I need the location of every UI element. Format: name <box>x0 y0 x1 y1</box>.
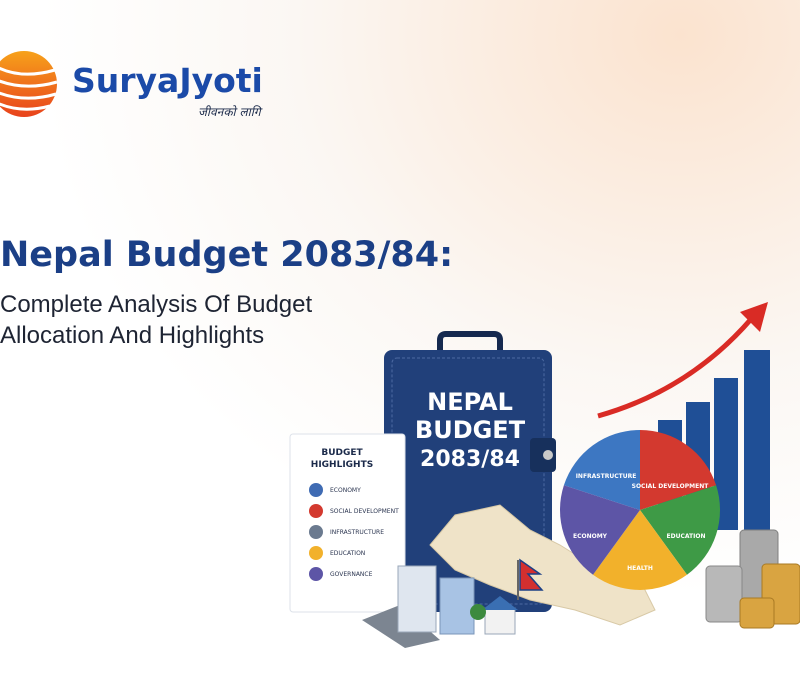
shape <box>519 558 544 591</box>
card-item: ECONOMY <box>330 487 361 494</box>
pie-label: EDUCATION <box>667 533 706 540</box>
shape <box>484 607 516 635</box>
title: Nepal Budget 2083/84: <box>0 235 453 275</box>
shape <box>744 350 770 530</box>
shape <box>563 430 640 510</box>
subtitle-line: Allocation And Highlights <box>0 322 264 349</box>
pie-label: SOCIAL DEVELOPMENT <box>632 483 710 490</box>
pie: INFRASTRUCTURE SOCIAL DEVELOPMENT EDUCAT… <box>560 430 720 590</box>
shape <box>309 546 323 560</box>
arrow-head <box>740 302 768 332</box>
pie-label: HEALTH <box>627 565 653 572</box>
growth-arrow <box>597 316 754 419</box>
shape <box>309 483 323 497</box>
card-item: SOCIAL DEVELOPMENT <box>330 508 399 515</box>
map <box>429 504 656 626</box>
shape <box>560 485 640 575</box>
pie-label: INFRASTRUCTURE <box>576 473 637 480</box>
shape <box>0 91 57 100</box>
shape <box>437 331 503 352</box>
logo-tagline: जीवनको लागि <box>198 105 263 119</box>
coins <box>705 529 800 629</box>
shape <box>470 604 486 620</box>
shape <box>309 567 323 581</box>
shape <box>0 102 51 111</box>
shape <box>739 597 775 629</box>
shape <box>439 577 475 635</box>
shape <box>309 504 323 518</box>
logo-stripes <box>0 66 58 111</box>
card-item: INFRASTRUCTURE <box>330 529 384 536</box>
buildings <box>397 565 518 635</box>
logo: SuryaJyoti जीवनको लागि <box>0 51 263 119</box>
shape <box>0 79 58 88</box>
shape <box>705 565 743 623</box>
logo-sun <box>0 51 57 117</box>
folder-text: NEPAL <box>427 388 513 416</box>
shape <box>640 485 720 575</box>
card-title: BUDGET <box>321 448 363 458</box>
subtitle-line: Complete Analysis Of Budget <box>0 291 312 318</box>
card-title: HIGHLIGHTS <box>311 460 373 470</box>
card-item: EDUCATION <box>330 550 365 557</box>
shape <box>543 450 553 460</box>
shape <box>289 433 406 613</box>
logo-name: SuryaJyoti <box>72 61 263 100</box>
card-item: GOVERNANCE <box>330 571 373 578</box>
shape <box>397 565 437 633</box>
shape <box>640 430 717 510</box>
pie-label: ECONOMY <box>573 533 608 540</box>
shape <box>0 66 56 76</box>
folder-text: BUDGET <box>415 416 526 444</box>
highlights-card: BUDGET HIGHLIGHTS ECONOMY SOCIAL DEVELOP… <box>289 433 406 613</box>
folder-text: 2083/84 <box>420 447 520 472</box>
shape <box>482 596 518 610</box>
shape <box>309 525 323 539</box>
flag <box>517 558 544 600</box>
shape <box>593 510 687 590</box>
